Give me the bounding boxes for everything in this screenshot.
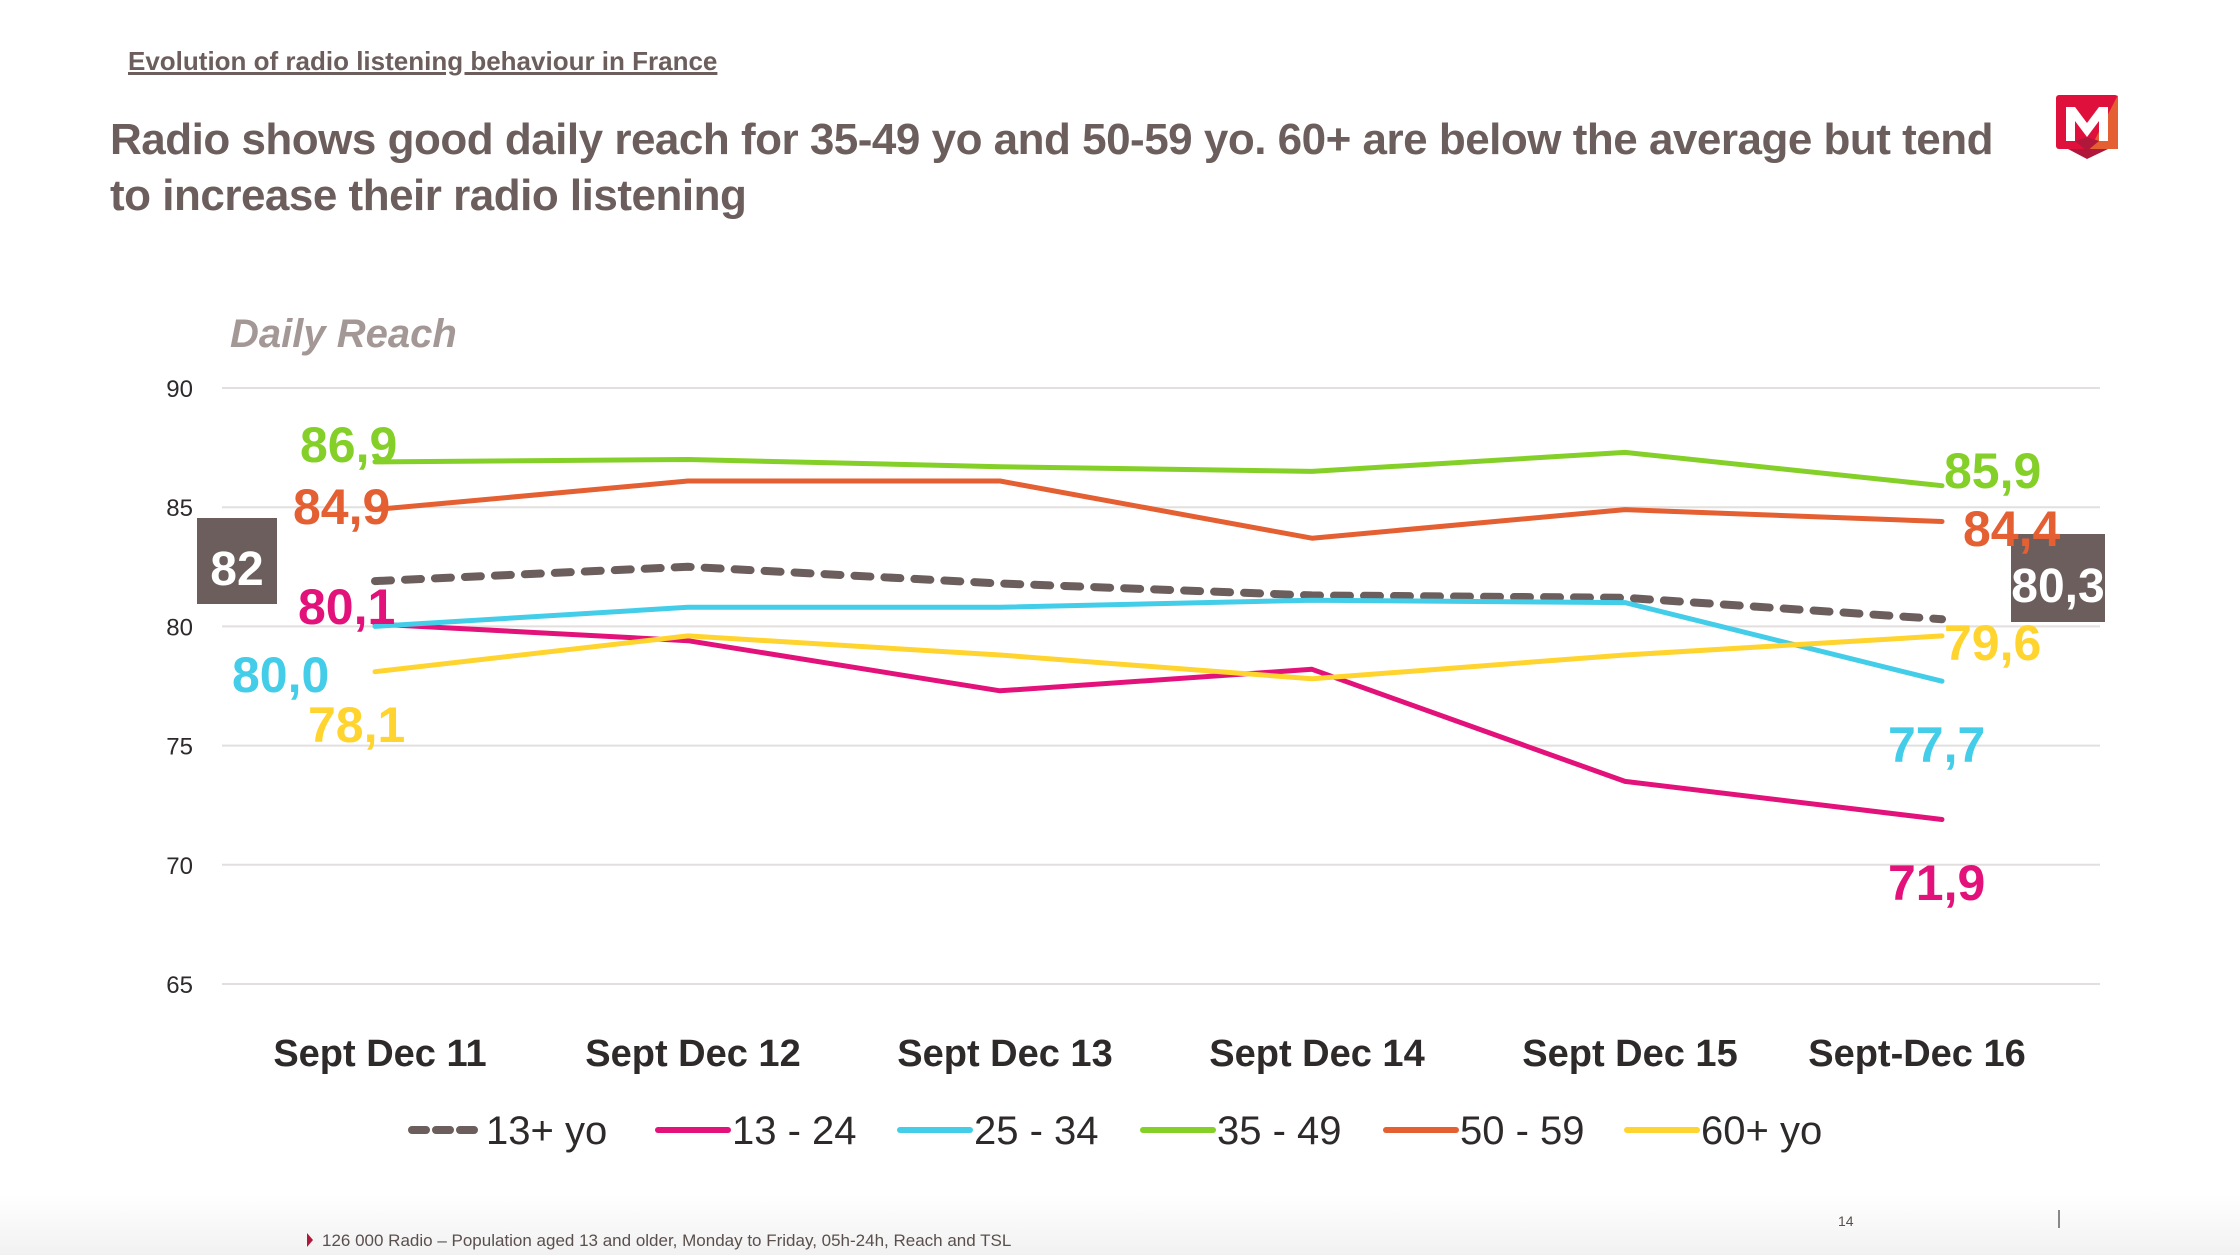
start-value-box: [197, 518, 277, 604]
y-tick-label: 75: [166, 734, 193, 761]
legend-label: 25 - 34: [974, 1109, 1099, 1153]
y-tick-label: 70: [166, 853, 193, 880]
x-category-label: Sept Dec 11: [273, 1033, 486, 1075]
page-divider: [2058, 1210, 2060, 1228]
slide-title: Radio shows good daily reach for 35-49 y…: [110, 115, 1994, 220]
x-category-label: Sept-Dec 16: [1808, 1033, 2026, 1075]
legend-label: 60+ yo: [1701, 1109, 1822, 1153]
end-value-label: 79,6: [1944, 615, 2041, 671]
x-axis-categories: Sept Dec 11 Sept Dec 12 Sept Dec 13 Sept De…: [273, 1033, 2025, 1075]
series-line-50-59: [372, 478, 1945, 541]
y-axis-ticks: 65 70 75 80 85 90: [166, 376, 193, 999]
series-line-13-yo: [371, 562, 1946, 624]
x-category-label: Sept Dec 15: [1522, 1033, 1737, 1075]
series-line-13-24: [372, 621, 1945, 822]
axis-title: Daily Reach: [230, 312, 457, 356]
m-brand-logo-icon: [2056, 95, 2118, 159]
start-value-label: 82: [210, 543, 263, 596]
end-value-label: 80,3: [2011, 560, 2104, 613]
legend-label: 35 - 49: [1217, 1109, 1342, 1153]
legend-label: 13 - 24: [732, 1109, 857, 1153]
gridlines: [222, 387, 2100, 985]
footer-bar: [0, 1195, 2240, 1255]
start-value-label: 86,9: [300, 417, 397, 473]
footnote: 126 000 Radio – Population aged 13 and o…: [322, 1231, 1012, 1250]
x-category-label: Sept Dec 14: [1209, 1033, 1424, 1075]
end-value-label: 85,9: [1944, 443, 2041, 499]
start-value-label: 80,1: [298, 579, 395, 635]
series-lines: [371, 449, 1946, 822]
y-tick-label: 65: [166, 972, 193, 999]
x-category-label: Sept Dec 12: [585, 1033, 800, 1075]
y-tick-label: 85: [166, 495, 193, 522]
x-category-label: Sept Dec 13: [897, 1033, 1112, 1075]
start-value-label: 80,0: [232, 647, 329, 703]
legend-label: 13+ yo: [486, 1109, 607, 1153]
end-value-label: 77,7: [1888, 717, 1985, 773]
data-labels: 82 80,3 80,1 71,9 80,0 77,7 86,9 85,9 84,9 84,4 78…: [197, 417, 2105, 911]
start-value-label: 84,9: [293, 479, 390, 535]
start-value-label: 78,1: [308, 697, 405, 753]
slide-subtitle: Evolution of radio listening behaviour i…: [128, 46, 718, 76]
series-line-25-34: [372, 597, 1945, 684]
series-line-35-49: [372, 449, 1945, 489]
legend-label: 50 - 59: [1460, 1109, 1585, 1153]
y-tick-label: 90: [166, 376, 193, 403]
legend: 13+ yo 13 - 24 25 - 34 35 - 49 50 - 59 60+ yo: [408, 1109, 1822, 1153]
end-value-box: [2011, 534, 2105, 622]
series-line-60-yo: [372, 633, 1945, 682]
end-value-label: 71,9: [1888, 855, 1985, 911]
page-number: 14: [1838, 1213, 1854, 1229]
footnote-bullet-icon: [307, 1233, 313, 1247]
y-tick-label: 80: [166, 614, 193, 641]
end-value-label: 84,4: [1963, 501, 2061, 557]
